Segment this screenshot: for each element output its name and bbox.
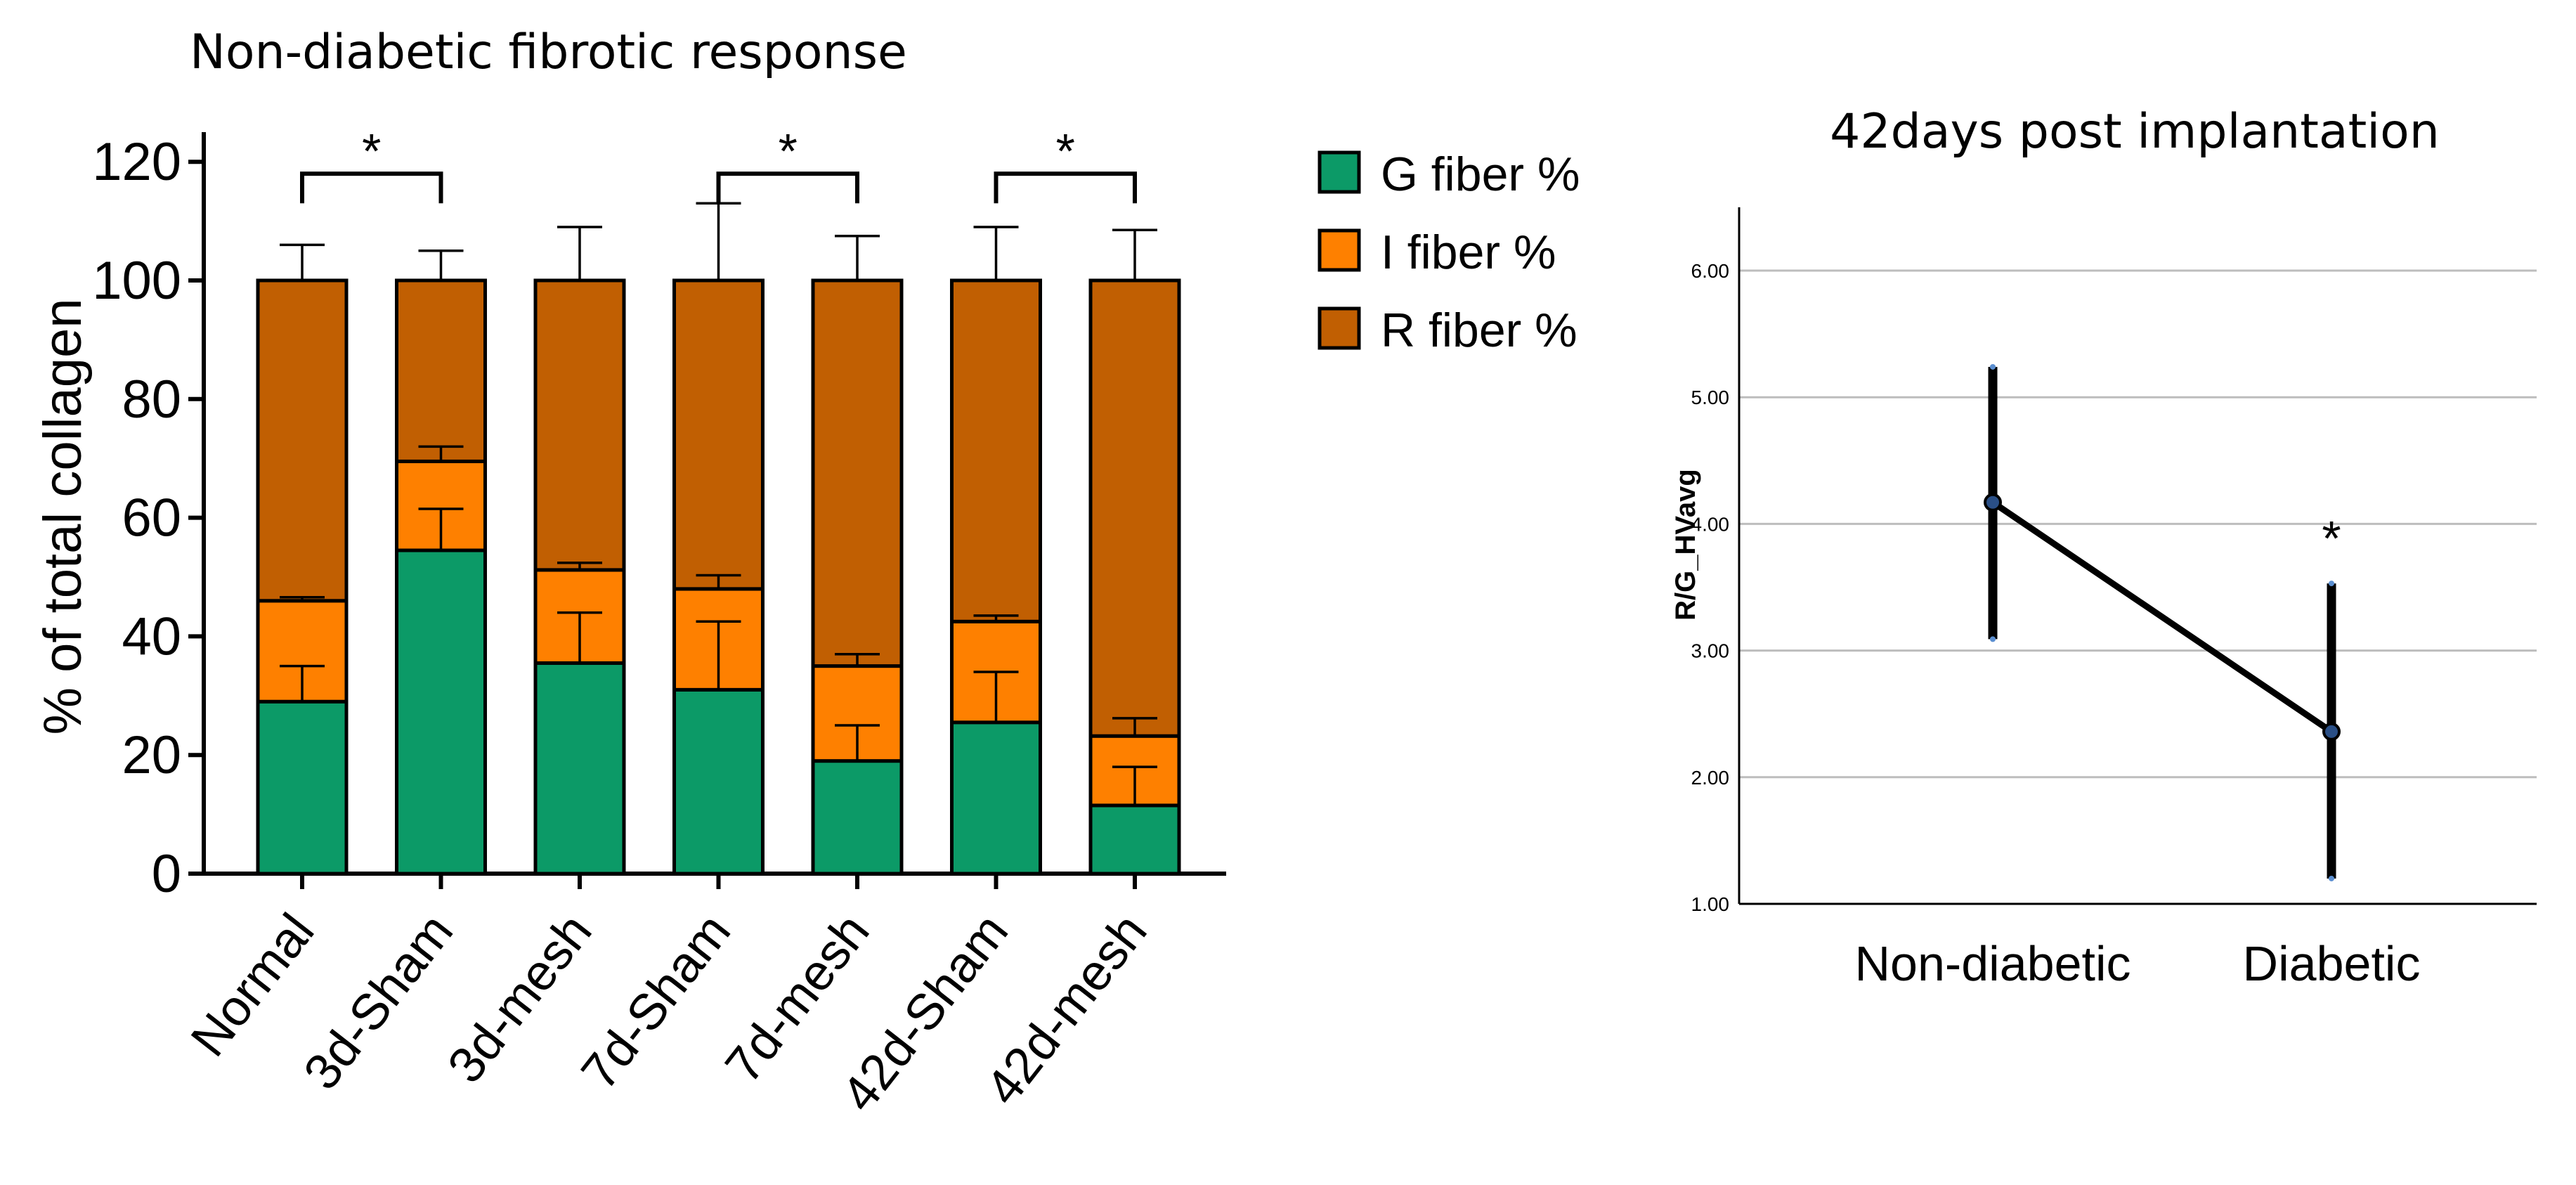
bar-segment-g-7d-sham — [672, 687, 765, 876]
y-axis-label: % of total collagen — [33, 298, 93, 734]
bar-segment-r-normal — [256, 278, 349, 603]
bar-segment-r-3d-mesh — [533, 278, 626, 572]
error-cap — [1990, 636, 1996, 642]
gridlines — [1739, 269, 2537, 779]
x-tick-label: 7d-Sham — [571, 904, 741, 1100]
bar-segment-r-7d-sham — [672, 278, 765, 591]
y-tick-label: 0 — [152, 844, 181, 904]
bar-segment-g-42d-sham — [950, 720, 1042, 876]
stacked-bar-chart: Non-diabetic fibrotic response % of tota… — [33, 25, 1580, 1122]
bar-segment-g-normal — [256, 699, 349, 876]
bar-segment-r-42d-sham — [950, 278, 1042, 623]
significance-star: * — [1056, 124, 1075, 179]
bar-segment-r-42d-mesh — [1088, 278, 1181, 738]
x-tick-label: Diabetic — [2243, 936, 2421, 991]
axes: 0 20 40 60 80 100 120 — [92, 132, 1226, 904]
x-tick-labels: Non-diabetic Diabetic — [1855, 936, 2421, 991]
bars — [256, 278, 1181, 876]
line-chart: 42days post implantation R/G_HVavg 1.00 2… — [1670, 104, 2537, 991]
y-axis-label: R/G_HVavg — [1670, 469, 1701, 621]
error-cap — [2329, 875, 2334, 881]
y-tick-label: 3.00 — [1691, 640, 1730, 662]
data-point-diabetic — [2322, 722, 2341, 741]
y-tick-label: 20 — [122, 725, 181, 785]
axes: 1.00 2.00 3.00 4.00 5.00 6.00 — [1691, 207, 2537, 915]
chart-title: 42days post implantation — [1830, 104, 2440, 160]
legend-label: I fiber % — [1381, 226, 1556, 279]
legend-swatch — [1318, 228, 1361, 272]
y-tick-label: 5.00 — [1691, 387, 1730, 408]
bar-segment-g-42d-mesh — [1088, 803, 1181, 876]
error-cap — [1990, 363, 1996, 370]
y-tick-label: 2.00 — [1691, 767, 1730, 789]
significance-star: * — [2322, 511, 2341, 566]
y-tick-label: 1.00 — [1691, 893, 1730, 915]
y-tick-label: 100 — [92, 251, 181, 311]
bar-segment-r-3d-sham — [395, 278, 487, 463]
series-line — [1991, 500, 2334, 734]
error-cap — [2329, 581, 2334, 587]
significance-bracket — [716, 171, 859, 204]
data-point-non-diabetic — [1984, 493, 2002, 512]
legend-label: G fiber % — [1381, 148, 1580, 201]
legend: G fiber % I fiber % R fiber % — [1318, 148, 1580, 357]
significance-brackets: * * * — [300, 124, 1137, 204]
bar-segment-r-7d-mesh — [811, 278, 904, 668]
x-tick-label: 3d-Sham — [293, 904, 464, 1100]
x-tick-labels: Normal3d-Sham3d-mesh7d-Sham7d-mesh42d-Sh… — [181, 904, 1158, 1122]
error-bars — [280, 202, 1157, 805]
significance-bracket — [994, 171, 1137, 204]
y-tick-label: 40 — [122, 607, 181, 666]
significance-star: * — [362, 124, 381, 179]
bar-segment-g-3d-sham — [395, 548, 487, 876]
y-tick-label: 4.00 — [1691, 513, 1730, 535]
x-tick-label: Normal — [181, 904, 325, 1067]
significance-star: * — [779, 124, 798, 179]
bar-segment-g-7d-mesh — [811, 759, 904, 876]
y-tick-label: 120 — [92, 132, 181, 192]
series: * — [1984, 363, 2341, 881]
y-tick-label: 6.00 — [1691, 260, 1730, 282]
chart-title: Non-diabetic fibrotic response — [190, 25, 907, 80]
y-tick-label: 60 — [122, 488, 181, 548]
legend-swatch — [1318, 306, 1361, 350]
legend-label: R fiber % — [1381, 304, 1578, 357]
y-tick-label: 80 — [122, 370, 181, 429]
x-tick-label: Non-diabetic — [1855, 936, 2131, 991]
legend-swatch — [1318, 150, 1361, 194]
significance-bracket — [300, 171, 443, 204]
bar-segment-g-3d-mesh — [533, 661, 626, 876]
